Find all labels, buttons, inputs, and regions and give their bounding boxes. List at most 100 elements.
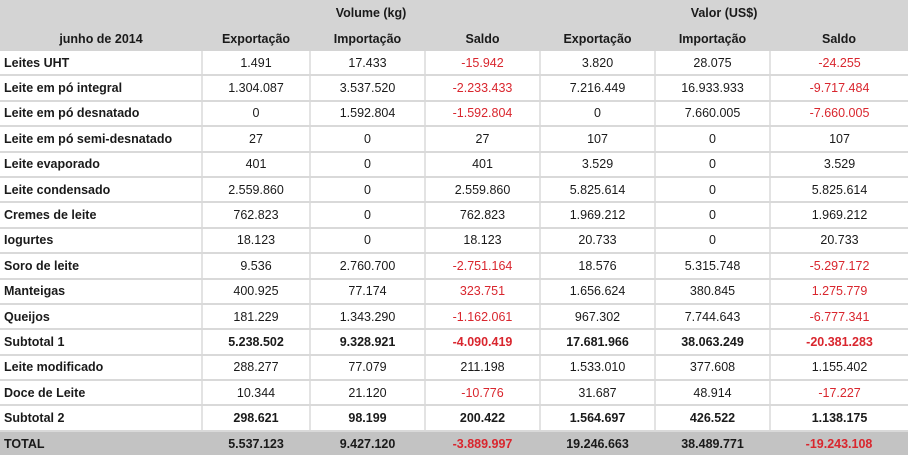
cell-volume-exportacao: 5.537.123: [202, 430, 310, 456]
cell-valor-saldo: 1.155.402: [770, 354, 908, 382]
table-row: Leite em pó integral 1.304.087 3.537.520 -2…: [0, 75, 908, 102]
cell-valor-exportacao: 19.246.663: [540, 430, 656, 456]
cell-volume-importacao: 9.328.921: [310, 329, 426, 356]
cell-valor-importacao: 7.744.643: [655, 303, 772, 331]
cell-volume-saldo: 27: [425, 126, 542, 153]
cell-volume-exportacao: 401: [202, 151, 311, 178]
cell-volume-importacao: 1.343.290: [310, 303, 426, 331]
cell-valor-saldo: 3.529: [770, 151, 908, 178]
cell-volume-exportacao: 18.123: [202, 227, 311, 255]
cell-valor-exportacao: 107: [540, 126, 657, 153]
cell-valor-saldo: -6.777.341: [770, 303, 908, 331]
col-header-volume-exportacao: Exportação: [202, 26, 310, 51]
group-header-valor: Valor (US$): [540, 0, 908, 26]
cell-volume-importacao: 0: [310, 202, 426, 229]
cell-volume-saldo: -15.942: [425, 51, 542, 77]
cell-volume-exportacao: 1.304.087: [202, 75, 311, 102]
table-body: Leites UHT 1.491 17.433 -15.942 3.820 28.075-…: [0, 51, 908, 456]
row-label: Leite evaporado: [0, 151, 203, 178]
cell-volume-saldo: -1.592.804: [425, 100, 542, 128]
cell-volume-exportacao: 1.491: [202, 51, 311, 77]
cell-valor-importacao: 28.075: [655, 51, 772, 77]
cell-valor-importacao: 16.933.933: [655, 75, 772, 102]
cell-volume-exportacao: 2.559.860: [202, 176, 311, 204]
table-row: Soro de leite 9.536 2.760.700 -2.751.164 18.…: [0, 253, 908, 280]
table-row: Subtotal 2 298.621 98.199 200.422 1.564.697 4…: [0, 405, 908, 432]
cell-volume-importacao: 2.760.700: [310, 253, 426, 280]
cell-volume-saldo: 401: [425, 151, 542, 178]
cell-volume-saldo: -2.751.164: [425, 253, 542, 280]
cell-volume-exportacao: 0: [202, 100, 311, 128]
table-row: Queijos 181.229 1.343.290 -1.162.061 967.302…: [0, 303, 908, 331]
cell-valor-exportacao: 18.576: [540, 253, 657, 280]
row-label: Queijos: [0, 303, 203, 331]
cell-valor-importacao: 426.522: [655, 405, 772, 432]
table-row: Cremes de leite 762.823 0 762.823 1.969.212 0…: [0, 202, 908, 229]
cell-volume-exportacao: 762.823: [202, 202, 311, 229]
cell-valor-exportacao: 1.656.624: [540, 278, 657, 305]
cell-valor-importacao: 0: [655, 227, 772, 255]
table-row: Subtotal 1 5.238.502 9.328.921 -4.090.419 17…: [0, 329, 908, 356]
cell-volume-exportacao: 288.277: [202, 354, 311, 382]
cell-volume-saldo: -3.889.997: [425, 430, 541, 456]
row-label: Leite condensado: [0, 176, 203, 204]
row-label: Iogurtes: [0, 227, 203, 255]
cell-valor-importacao: 0: [655, 176, 772, 204]
table-row: Leite modificado 288.277 77.079 211.198 1.53…: [0, 354, 908, 382]
cell-volume-exportacao: 27: [202, 126, 311, 153]
col-header-valor-exportacao: Exportação: [540, 26, 656, 51]
col-header-valor-saldo: Saldo: [770, 26, 908, 51]
cell-valor-exportacao: 967.302: [540, 303, 657, 331]
table-row: Leites UHT 1.491 17.433 -15.942 3.820 28.075-…: [0, 51, 908, 77]
cell-valor-saldo: 1.138.175: [770, 405, 908, 432]
cell-valor-saldo: 5.825.614: [770, 176, 908, 204]
header-blank: [0, 0, 202, 26]
cell-volume-importacao: 77.174: [310, 278, 426, 305]
period-header: junho de 2014: [0, 26, 202, 51]
cell-valor-importacao: 7.660.005: [655, 100, 772, 128]
cell-valor-exportacao: 3.820: [540, 51, 657, 77]
col-header-volume-saldo: Saldo: [425, 26, 541, 51]
cell-volume-saldo: 2.559.860: [425, 176, 542, 204]
cell-valor-saldo: 1.969.212: [770, 202, 908, 229]
cell-valor-saldo: 20.733: [770, 227, 908, 255]
row-label: Subtotal 2: [0, 405, 203, 432]
cell-volume-saldo: -10.776: [425, 380, 542, 407]
cell-valor-saldo: -7.660.005: [770, 100, 908, 128]
cell-volume-saldo: 18.123: [425, 227, 542, 255]
row-label: Leite em pó desnatado: [0, 100, 203, 128]
cell-valor-exportacao: 7.216.449: [540, 75, 657, 102]
cell-valor-saldo: -9.717.484: [770, 75, 908, 102]
cell-valor-exportacao: 5.825.614: [540, 176, 657, 204]
col-header-volume-importacao: Importação: [310, 26, 425, 51]
cell-valor-saldo: -19.243.108: [770, 430, 908, 456]
cell-valor-importacao: 380.845: [655, 278, 772, 305]
cell-volume-importacao: 21.120: [310, 380, 426, 407]
cell-valor-exportacao: 1.969.212: [540, 202, 657, 229]
cell-volume-importacao: 0: [310, 151, 426, 178]
cell-valor-saldo: 107: [770, 126, 908, 153]
cell-volume-saldo: -4.090.419: [425, 329, 542, 356]
cell-volume-saldo: 323.751: [425, 278, 542, 305]
cell-volume-exportacao: 181.229: [202, 303, 311, 331]
cell-volume-saldo: -1.162.061: [425, 303, 542, 331]
row-label: Doce de Leite: [0, 380, 203, 407]
row-label: Manteigas: [0, 278, 203, 305]
cell-valor-exportacao: 1.564.697: [540, 405, 657, 432]
cell-valor-importacao: 38.489.771: [655, 430, 771, 456]
cell-volume-exportacao: 298.621: [202, 405, 311, 432]
cell-volume-exportacao: 5.238.502: [202, 329, 311, 356]
cell-volume-importacao: 98.199: [310, 405, 426, 432]
row-label: Leite modificado: [0, 354, 203, 382]
cell-valor-saldo: -5.297.172: [770, 253, 908, 280]
cell-valor-saldo: 1.275.779: [770, 278, 908, 305]
cell-valor-exportacao: 3.529: [540, 151, 657, 178]
row-label: Soro de leite: [0, 253, 203, 280]
table-row: Leite evaporado 401 0 401 3.529 0 3.529: [0, 151, 908, 178]
cell-valor-saldo: -17.227: [770, 380, 908, 407]
cell-volume-importacao: 1.592.804: [310, 100, 426, 128]
cell-valor-importacao: 377.608: [655, 354, 772, 382]
row-label: Leites UHT: [0, 51, 203, 77]
cell-valor-importacao: 38.063.249: [655, 329, 772, 356]
